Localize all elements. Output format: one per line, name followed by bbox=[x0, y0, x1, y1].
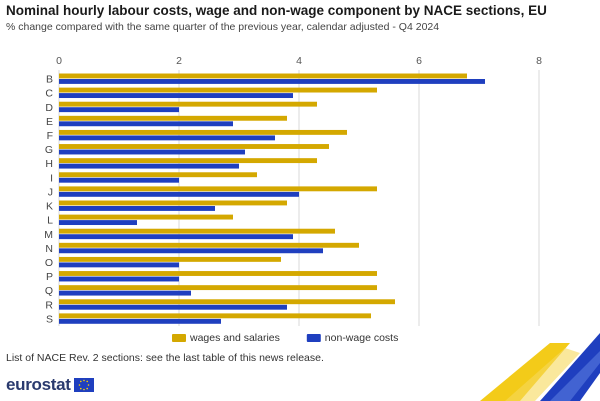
y-tick-label: L bbox=[47, 215, 53, 227]
x-tick-label: 2 bbox=[176, 55, 182, 67]
y-tick-label: S bbox=[46, 313, 53, 325]
x-tick-label: 0 bbox=[56, 55, 62, 67]
legend-label-wages[interactable]: wages and salaries bbox=[189, 332, 280, 344]
x-tick-label: 8 bbox=[536, 55, 542, 67]
y-tick-label: E bbox=[46, 116, 53, 128]
bar-nonwage-I bbox=[59, 177, 179, 183]
logo-text: eurostat bbox=[6, 375, 71, 394]
x-tick-label: 4 bbox=[296, 55, 302, 67]
bar-nonwage-K bbox=[59, 206, 215, 211]
chart-subtitle: % change compared with the same quarter … bbox=[6, 21, 440, 33]
bar-wages-H bbox=[59, 158, 317, 164]
bar-nonwage-M bbox=[59, 234, 293, 240]
bar-nonwage-B bbox=[59, 79, 485, 84]
y-tick-label: B bbox=[46, 74, 53, 86]
bar-wages-M bbox=[59, 228, 335, 234]
bar-nonwage-P bbox=[59, 276, 179, 282]
bar-wages-P bbox=[59, 271, 377, 276]
y-tick-label: O bbox=[45, 257, 53, 269]
bar-nonwage-J bbox=[59, 191, 299, 197]
bar-wages-E bbox=[59, 115, 287, 121]
bar-wages-G bbox=[59, 144, 329, 149]
bar-nonwage-N bbox=[59, 248, 323, 254]
bar-nonwage-D bbox=[59, 107, 179, 113]
bar-nonwage-S bbox=[59, 318, 221, 324]
y-tick-label: G bbox=[45, 144, 53, 156]
bar-nonwage-E bbox=[59, 121, 233, 127]
bar-nonwage-F bbox=[59, 135, 275, 141]
bar-nonwage-R bbox=[59, 304, 287, 310]
legend-label-nonwage[interactable]: non-wage costs bbox=[325, 332, 399, 344]
y-tick-label: M bbox=[44, 229, 53, 241]
bar-wages-L bbox=[59, 214, 233, 220]
bar-wages-N bbox=[59, 242, 359, 248]
eu-flag-icon bbox=[73, 378, 94, 392]
decorative-chevron-icon bbox=[480, 333, 600, 401]
bar-wages-F bbox=[59, 129, 347, 135]
y-tick-label: K bbox=[46, 201, 53, 213]
y-tick-label: F bbox=[47, 130, 53, 142]
bar-wages-C bbox=[59, 87, 377, 93]
bar-nonwage-Q bbox=[59, 290, 191, 296]
y-tick-label: N bbox=[45, 243, 53, 255]
y-tick-label: D bbox=[45, 102, 53, 114]
eurostat-logo[interactable]: eurostat bbox=[6, 375, 94, 395]
bar-wages-I bbox=[59, 172, 257, 178]
bar-wages-J bbox=[59, 186, 377, 192]
y-tick-label: R bbox=[45, 299, 53, 311]
y-tick-label: Q bbox=[45, 285, 53, 297]
legend-swatch-wages[interactable] bbox=[172, 334, 186, 342]
bar-wages-Q bbox=[59, 285, 377, 291]
bar-wages-R bbox=[59, 299, 395, 305]
y-tick-label: C bbox=[45, 88, 53, 100]
bar-wages-D bbox=[59, 101, 317, 107]
legend-swatch-nonwage[interactable] bbox=[306, 334, 321, 342]
y-tick-label: H bbox=[45, 158, 53, 170]
bar-wages-S bbox=[59, 313, 371, 319]
bar-nonwage-H bbox=[59, 163, 239, 169]
y-tick-label: P bbox=[46, 271, 53, 283]
x-tick-label: 6 bbox=[416, 55, 422, 67]
bar-nonwage-C bbox=[59, 93, 293, 99]
footnote: List of NACE Rev. 2 sections: see the la… bbox=[6, 352, 324, 364]
y-tick-label: J bbox=[48, 186, 53, 198]
y-tick-label: I bbox=[50, 172, 53, 184]
bar-nonwage-G bbox=[59, 149, 245, 155]
bar-wages-O bbox=[59, 256, 281, 262]
bar-wages-B bbox=[59, 73, 467, 79]
bar-nonwage-O bbox=[59, 262, 179, 268]
bar-wages-K bbox=[59, 200, 287, 206]
chart-title: Nominal hourly labour costs, wage and no… bbox=[6, 3, 547, 18]
bar-nonwage-L bbox=[59, 220, 137, 226]
